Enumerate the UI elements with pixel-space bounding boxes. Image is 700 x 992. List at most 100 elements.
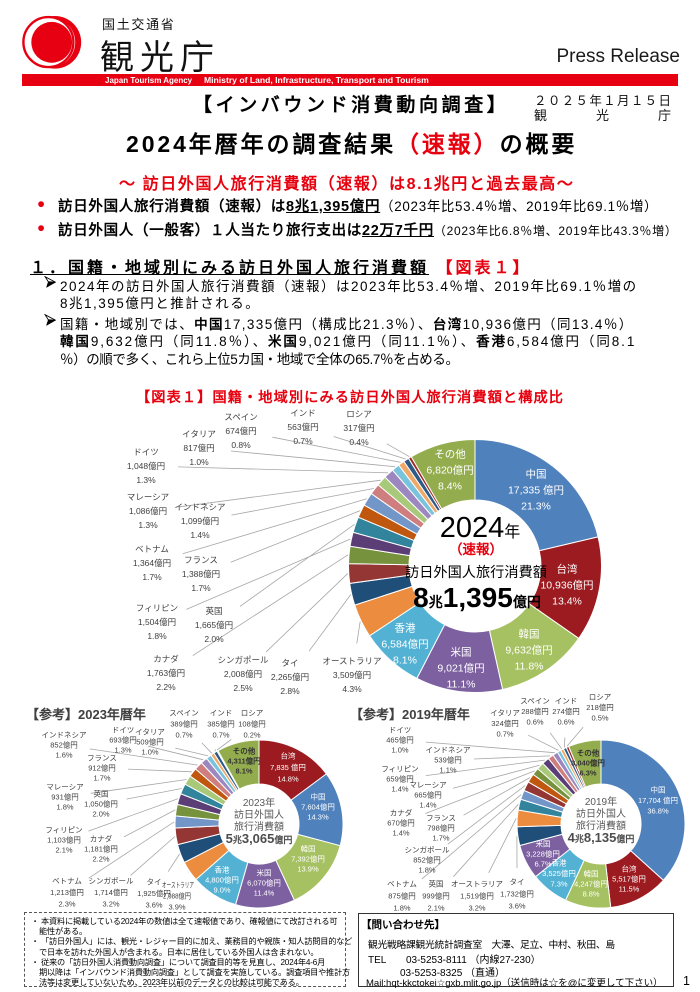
svg-text:ロシア: ロシア [589,693,612,702]
svg-text:0.8%: 0.8% [231,440,251,450]
svg-text:563億円: 563億円 [287,422,318,432]
svg-text:7,835 億円: 7,835 億円 [270,762,306,772]
svg-text:タイ: タイ [510,878,525,887]
svg-text:1,519億円: 1,519億円 [460,891,494,901]
svg-text:2,265億円: 2,265億円 [271,672,309,682]
svg-text:1,925億円: 1,925億円 [137,888,171,898]
svg-text:912億円: 912億円 [88,763,116,773]
svg-text:798億円: 798億円 [427,823,455,833]
svg-text:7.3%: 7.3% [550,880,567,889]
svg-text:1.3%: 1.3% [114,746,131,755]
svg-text:3.9%: 3.9% [168,903,185,912]
svg-text:インドネシア: インドネシア [42,731,87,740]
svg-text:4.3%: 4.3% [342,684,362,694]
svg-text:スペイン: スペイン [224,412,257,422]
svg-text:4,311億円: 4,311億円 [227,756,261,766]
svg-text:1.3%: 1.3% [138,520,158,530]
svg-text:マレーシア: マレーシア [46,783,83,792]
svg-text:2.2%: 2.2% [92,855,109,864]
svg-text:マレーシア: マレーシア [127,492,169,502]
svg-text:1,714億円: 1,714億円 [94,887,128,897]
svg-text:317億円: 317億円 [343,423,374,433]
svg-text:フィリピン: フィリピン [45,826,82,835]
svg-text:11.4%: 11.4% [254,889,275,898]
svg-text:2024年: 2024年 [440,512,521,544]
svg-text:2.8%: 2.8% [280,686,300,696]
svg-text:1,048億円: 1,048億円 [127,461,165,471]
svg-text:タイ: タイ [147,878,162,887]
svg-text:旅行消費額: 旅行消費額 [576,819,626,832]
svg-text:3.6%: 3.6% [145,901,162,910]
svg-text:中国: 中国 [311,792,326,802]
svg-text:9,021億円: 9,021億円 [437,662,484,675]
svg-text:ドイツ: ドイツ [112,726,135,735]
svg-text:1.4%: 1.4% [392,829,409,838]
svg-text:1,181億円: 1,181億円 [84,844,118,854]
svg-text:フィリピン: フィリピン [381,765,418,774]
svg-text:インドネシア: インドネシア [174,502,225,512]
svg-text:6,584億円: 6,584億円 [381,638,428,651]
svg-text:1.0%: 1.0% [391,746,408,755]
svg-text:米国: 米国 [451,646,472,659]
svg-text:1.8%: 1.8% [393,904,410,912]
svg-text:218億円: 218億円 [586,702,614,712]
svg-text:ベトナム: ベトナム [387,880,417,889]
svg-text:シンガポール: シンガポール [89,876,134,886]
svg-text:韓国: 韓国 [584,869,599,879]
svg-text:【参考】2023年暦年: 【参考】2023年暦年 [26,707,146,722]
svg-text:539億円: 539億円 [434,755,462,765]
svg-text:オーストラリア: オーストラリア [322,656,381,666]
svg-text:2.5%: 2.5% [233,683,253,693]
svg-text:7,392億円: 7,392億円 [291,854,325,864]
svg-text:2.0%: 2.0% [204,634,224,644]
svg-text:2.1%: 2.1% [427,904,444,912]
svg-text:インド: インド [555,697,578,706]
svg-text:1.6%: 1.6% [55,751,72,760]
svg-text:1.4%: 1.4% [190,530,210,540]
svg-text:カナダ: カナダ [153,654,179,664]
svg-text:875億円: 875億円 [388,891,416,901]
svg-text:0.7%: 0.7% [212,731,229,740]
svg-text:14.3%: 14.3% [307,813,329,822]
svg-text:0.6%: 0.6% [557,718,574,727]
svg-text:訪日外国人: 訪日外国人 [234,808,284,821]
svg-text:2.2%: 2.2% [156,682,176,692]
svg-text:訪日外国人旅行消費額: 訪日外国人旅行消費額 [405,565,547,581]
svg-text:英国: 英国 [429,879,444,889]
svg-text:8兆1,395億円: 8兆1,395億円 [413,582,541,613]
svg-text:3,525億円: 3,525億円 [542,868,576,878]
svg-text:その他: その他 [434,448,466,461]
svg-text:タイ: タイ [281,658,298,668]
svg-text:17,335 億円: 17,335 億円 [508,484,564,497]
svg-text:イタリア: イタリア [490,709,520,718]
svg-text:3.2%: 3.2% [102,900,119,909]
svg-text:韓国: 韓国 [301,844,316,854]
svg-text:2.0%: 2.0% [92,810,109,819]
svg-text:852億円: 852億円 [50,740,78,750]
svg-text:フィリピン: フィリピン [136,603,178,613]
svg-text:4,800億円: 4,800億円 [205,875,239,885]
svg-text:1.0%: 1.0% [189,457,209,467]
svg-text:8.8%: 8.8% [582,890,599,899]
svg-text:香港: 香港 [215,865,230,875]
svg-text:1.1%: 1.1% [439,766,456,775]
svg-text:3,228億円: 3,228億円 [526,849,560,859]
svg-text:2.3%: 2.3% [58,900,75,909]
svg-text:21.3%: 21.3% [521,501,551,513]
svg-text:389億円: 389億円 [170,719,198,729]
svg-text:2019年: 2019年 [585,795,617,808]
svg-text:インド: インド [210,709,233,718]
svg-text:1,504億円: 1,504億円 [138,617,176,627]
svg-text:カナダ: カナダ [90,834,113,844]
svg-text:中国: 中国 [651,785,666,795]
svg-text:324億円: 324億円 [491,718,519,728]
svg-text:9.0%: 9.0% [213,886,230,895]
svg-text:8.1%: 8.1% [393,655,417,667]
svg-text:スペイン: スペイン [169,709,198,718]
svg-text:3.6%: 3.6% [508,902,525,911]
svg-text:1,732億円: 1,732億円 [500,889,534,899]
svg-text:ドイツ: ドイツ [389,726,412,735]
svg-text:ドイツ: ドイツ [133,447,159,457]
svg-text:0.6%: 0.6% [526,718,543,727]
svg-text:931億円: 931億円 [51,792,79,802]
